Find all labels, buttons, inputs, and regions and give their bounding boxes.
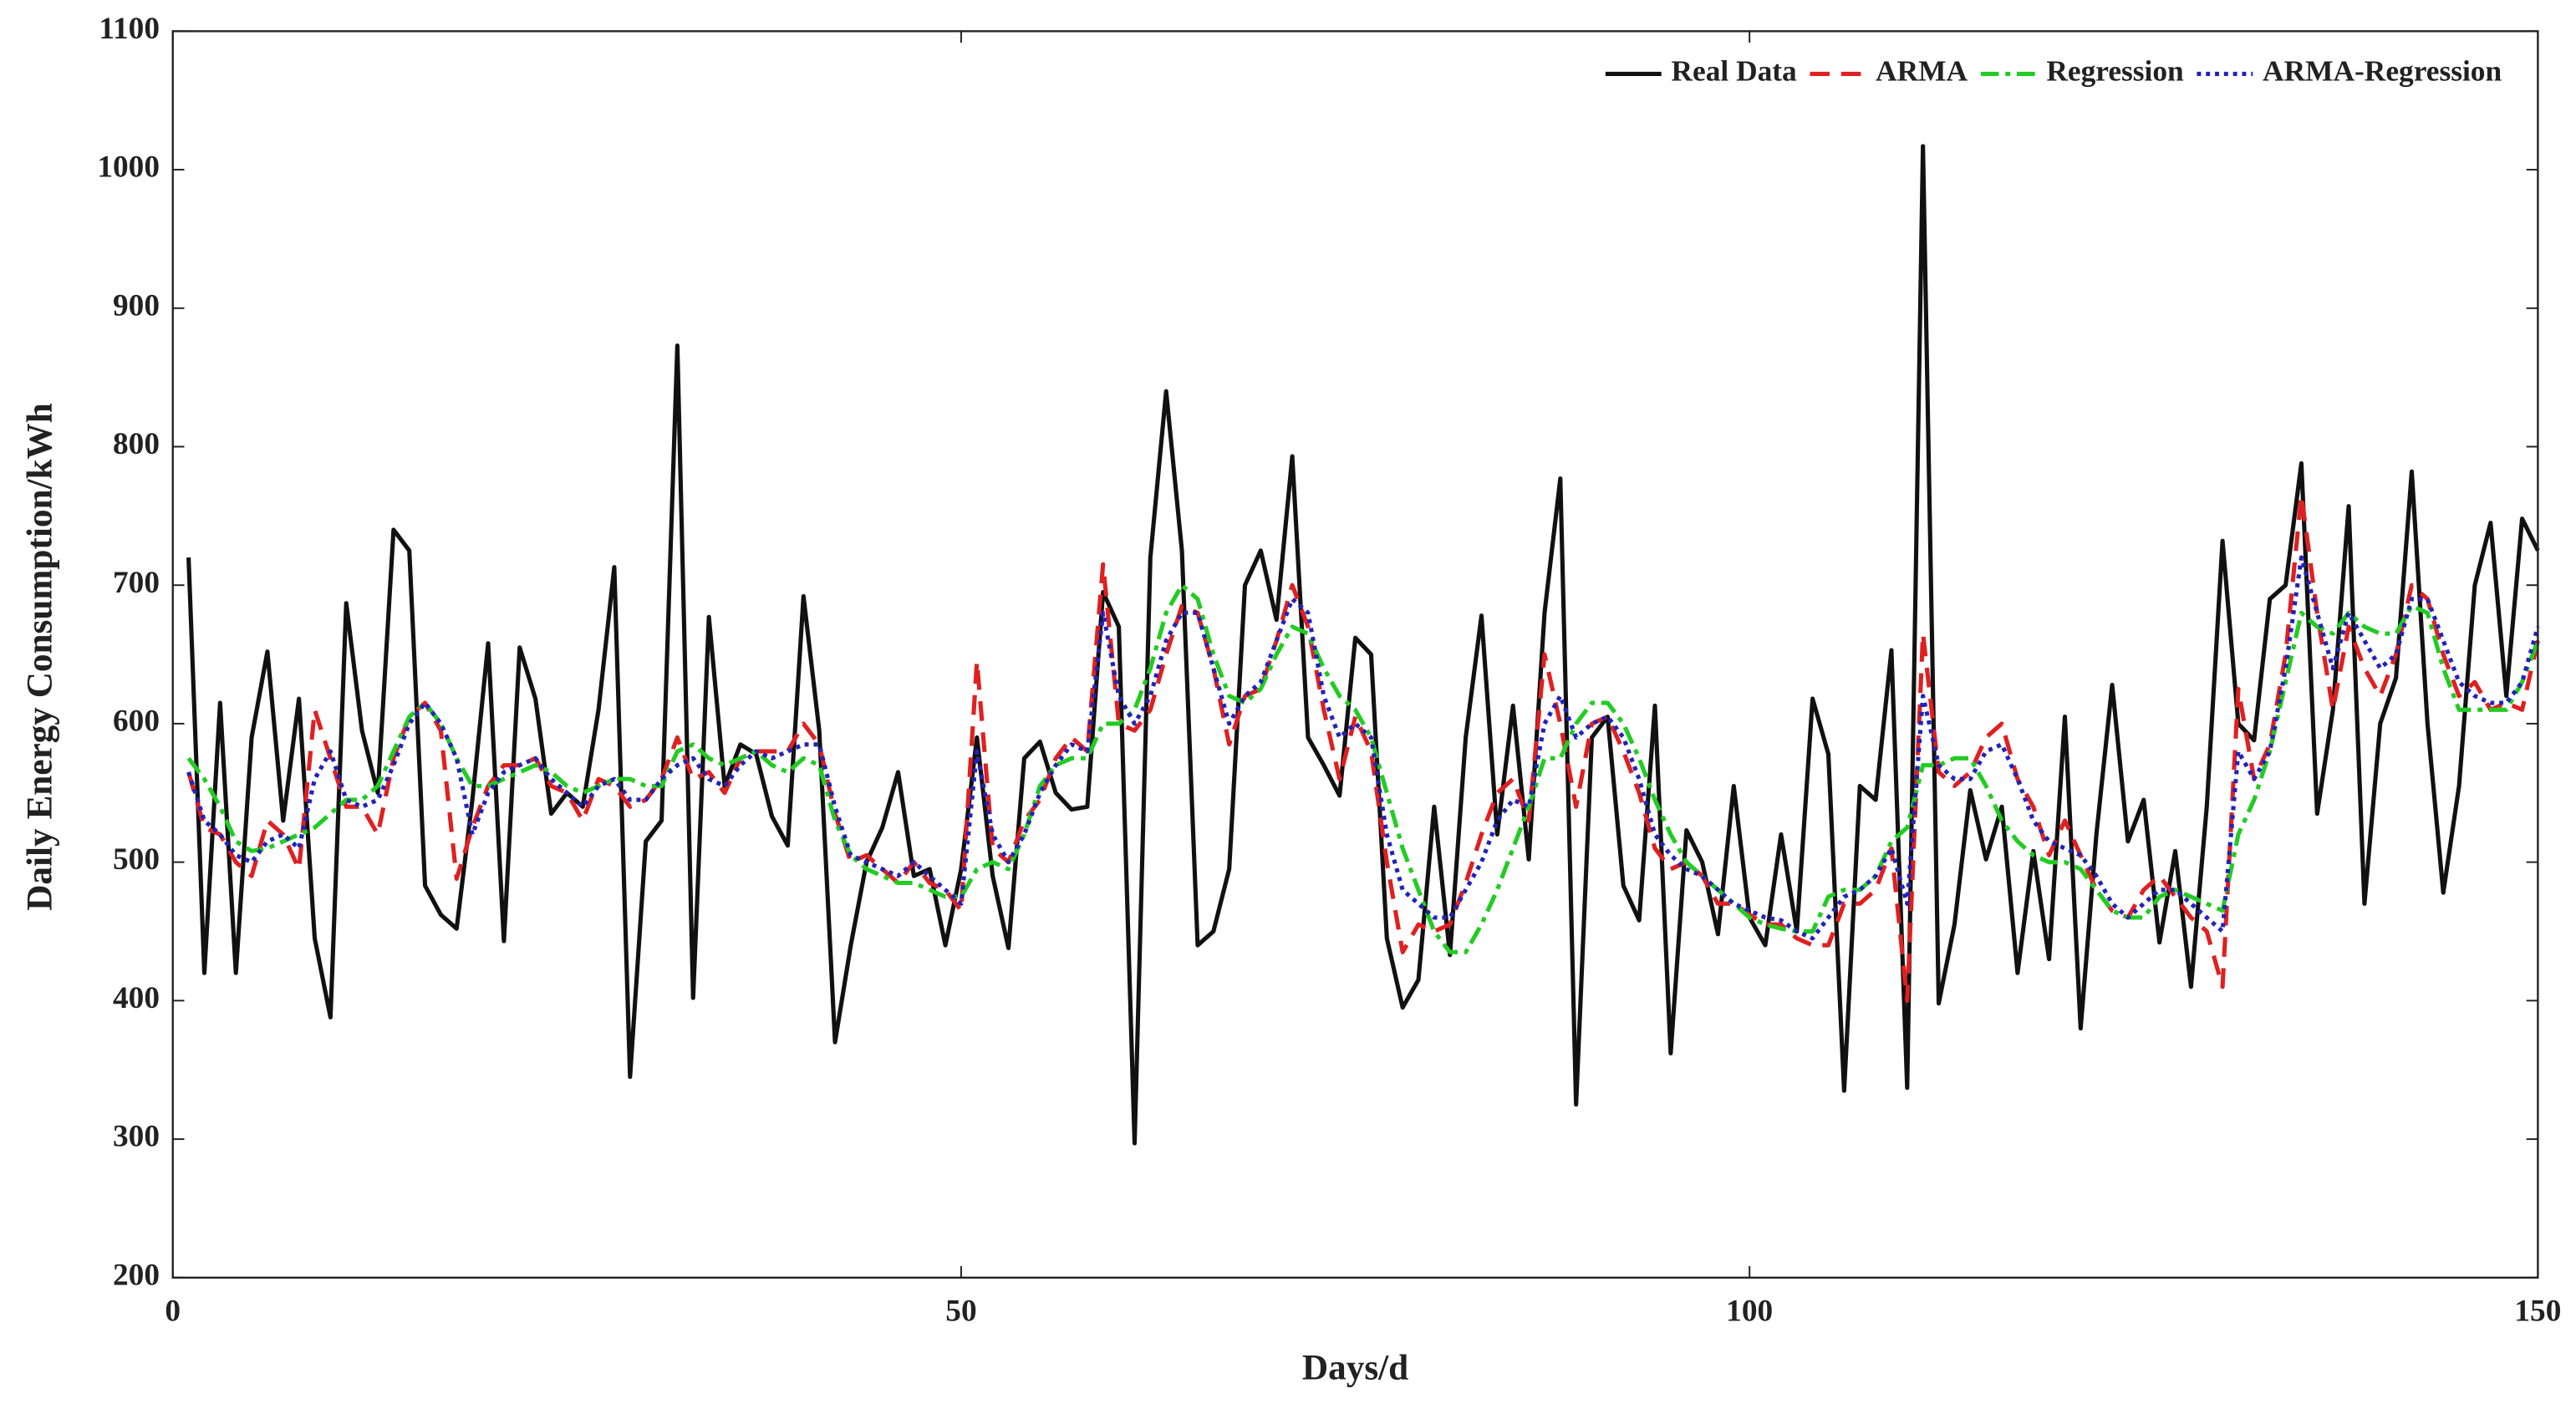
y-tick-label: 400 bbox=[113, 981, 160, 1015]
legend-label: ARMA-Regression bbox=[2263, 54, 2502, 88]
y-tick-label: 500 bbox=[113, 842, 160, 877]
y-tick-label: 600 bbox=[113, 704, 160, 738]
legend-label: Regression bbox=[2046, 54, 2184, 88]
legend-label: Real Data bbox=[1671, 54, 1797, 88]
x-tick-label: 100 bbox=[1726, 1295, 1773, 1329]
plot-frame bbox=[171, 30, 2539, 1279]
y-tick-label: 1100 bbox=[99, 12, 160, 46]
y-tick-label: 700 bbox=[113, 566, 160, 600]
legend-label: ARMA bbox=[1876, 54, 1968, 88]
y-tick-label: 800 bbox=[113, 427, 160, 461]
y-axis-label: Daily Energy Consumption/kWh bbox=[19, 403, 59, 911]
series-line bbox=[186, 555, 2540, 941]
y-tick-label: 900 bbox=[113, 288, 160, 323]
y-tick-label: 1000 bbox=[97, 150, 160, 185]
x-tick-label: 0 bbox=[165, 1295, 181, 1329]
y-tick-label: 300 bbox=[113, 1120, 160, 1154]
x-tick-label: 150 bbox=[2514, 1295, 2561, 1329]
x-tick-label: 50 bbox=[945, 1295, 976, 1329]
series-line bbox=[186, 582, 2540, 954]
x-axis-label: Days/d bbox=[1302, 1348, 1408, 1388]
series-line bbox=[186, 492, 2540, 1003]
y-tick-label: 200 bbox=[113, 1258, 160, 1292]
